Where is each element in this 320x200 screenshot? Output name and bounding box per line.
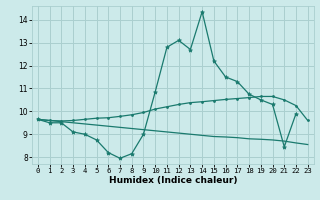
X-axis label: Humidex (Indice chaleur): Humidex (Indice chaleur) — [108, 176, 237, 185]
